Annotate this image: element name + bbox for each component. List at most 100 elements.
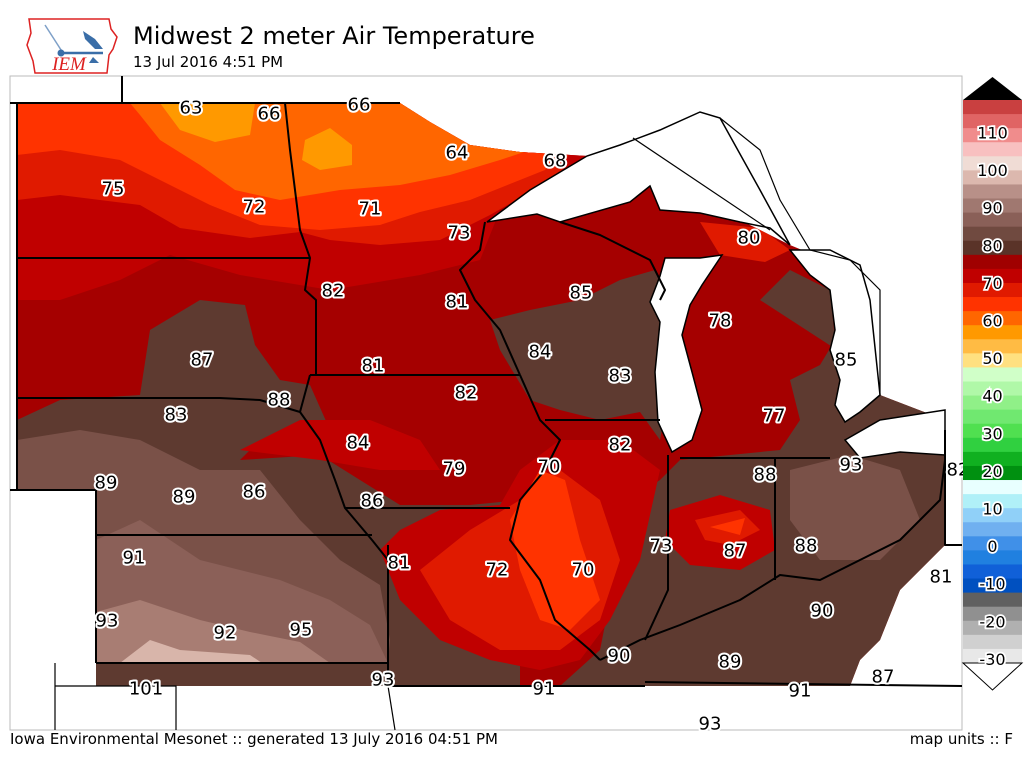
station-temperature: 64 — [446, 143, 469, 164]
station-temperature: 90 — [811, 601, 834, 622]
station-temperature: 70 — [572, 560, 595, 581]
colorbar-band — [963, 297, 1022, 312]
station-temperature: 93 — [96, 611, 119, 632]
station-temperature: 91 — [533, 679, 556, 700]
colorbar-band — [963, 114, 1022, 129]
colorbar-band — [963, 184, 1022, 200]
colorbar-band — [963, 564, 1022, 580]
station-temperature: 85 — [570, 283, 593, 304]
colorbar-tick-label: 90 — [982, 199, 1002, 218]
station-temperature: 72 — [486, 560, 509, 581]
station-temperature: 92 — [214, 623, 237, 644]
colorbar-band — [963, 268, 1022, 284]
station-temperature: 66 — [348, 95, 371, 116]
colorbar-band — [963, 353, 1022, 368]
station-temperature: 93 — [699, 714, 722, 735]
station-temperature: 71 — [359, 199, 382, 220]
colorbar-tick-label: -20 — [979, 612, 1005, 631]
colorbar-tick-label: 50 — [982, 349, 1002, 368]
colorbar-tick-label: 60 — [982, 312, 1002, 331]
logo-text: IEM — [51, 54, 87, 75]
colorbar-band — [963, 282, 1022, 298]
station-temperature: 68 — [544, 151, 567, 172]
station-temperature: 70 — [538, 457, 561, 478]
station-temperature: 73 — [650, 536, 673, 557]
station-temperature: 75 — [102, 179, 125, 200]
station-temperature: 101 — [129, 679, 163, 700]
colorbar-tick-label: 40 — [982, 387, 1002, 406]
colorbar-tick-label: 110 — [977, 124, 1008, 143]
station-temperature: 93 — [372, 670, 395, 691]
colorbar-band — [963, 395, 1022, 411]
state-borders — [10, 76, 963, 731]
station-temperature: 82 — [455, 383, 478, 404]
colorbar-band — [963, 367, 1022, 382]
colorbar-band — [963, 592, 1022, 608]
footer-units: map units :: F — [909, 730, 1013, 748]
page-subtitle: 13 Jul 2016 4:51 PM — [133, 53, 284, 71]
colorbar-band — [963, 494, 1022, 509]
station-temperature: 78 — [709, 311, 732, 332]
colorbar-band — [963, 226, 1022, 242]
colorbar-tick-label: 70 — [982, 274, 1002, 293]
colorbar-tick-label: 0 — [987, 537, 997, 556]
station-temperature: 81 — [362, 356, 385, 377]
colorbar-band — [963, 142, 1022, 157]
station-temperature: 90 — [608, 646, 631, 667]
lake-superior — [486, 111, 791, 246]
colorbar-band — [963, 648, 1022, 664]
station-temperature: 73 — [448, 223, 471, 244]
colorbar-band — [963, 325, 1022, 340]
station-temperature: 88 — [754, 465, 777, 486]
colorbar-tick-label: -30 — [979, 650, 1005, 669]
colorbar-band — [963, 339, 1022, 354]
colorbar-band — [963, 100, 1022, 115]
station-temperature: 66 — [258, 104, 281, 125]
colorbar-min-arrow — [961, 662, 1024, 691]
colorbar-tick-label: 10 — [982, 500, 1002, 519]
colorbar-band — [963, 423, 1022, 439]
station-temperature: 81 — [388, 553, 411, 574]
station-temperature: 84 — [529, 342, 552, 363]
station-temperature: 88 — [268, 390, 291, 411]
station-temperature: 82 — [609, 435, 632, 456]
station-temperature: 80 — [738, 228, 761, 249]
colorbar-band — [963, 156, 1022, 171]
station-temperature: 79 — [443, 459, 466, 480]
colorbar-tick-label: 20 — [982, 462, 1002, 481]
colorbar-band — [963, 212, 1022, 228]
footer-credit: Iowa Environmental Mesonet :: generated … — [10, 730, 498, 748]
station-temperature: 81 — [930, 567, 953, 588]
colorbar-max-arrow — [963, 77, 1022, 100]
station-temperature: 95 — [290, 620, 313, 641]
colorbar-band — [963, 240, 1022, 256]
station-temperature: 82 — [322, 281, 345, 302]
station-temperature: 89 — [719, 652, 742, 673]
colorbar-band — [963, 606, 1022, 622]
colorbar-band — [963, 536, 1022, 551]
colorbar-band — [963, 198, 1022, 214]
colorbar-band — [963, 409, 1022, 425]
station-temperature: 84 — [347, 433, 370, 454]
station-temperature: 86 — [243, 482, 266, 503]
colorbar-band — [963, 465, 1022, 481]
colorbar-band — [963, 128, 1022, 143]
station-temperature: 93 — [840, 455, 863, 476]
colorbar-band — [963, 170, 1022, 185]
colorbar-band — [963, 508, 1022, 523]
station-temperature: 63 — [180, 98, 203, 119]
colorbar-band — [963, 550, 1022, 565]
station-temperature: 87 — [724, 541, 747, 562]
page-title: Midwest 2 meter Air Temperature — [133, 22, 535, 50]
colorbar-band — [963, 634, 1022, 650]
station-temperature: 77 — [763, 406, 786, 427]
station-temperature: 83 — [609, 366, 632, 387]
station-temperature: 87 — [191, 350, 214, 371]
colorbar-tick-label: 80 — [982, 236, 1002, 255]
station-temperature: 83 — [165, 405, 188, 426]
colorbar-band — [963, 451, 1022, 467]
colorbar-band — [963, 254, 1022, 270]
colorbar-band — [963, 620, 1022, 636]
